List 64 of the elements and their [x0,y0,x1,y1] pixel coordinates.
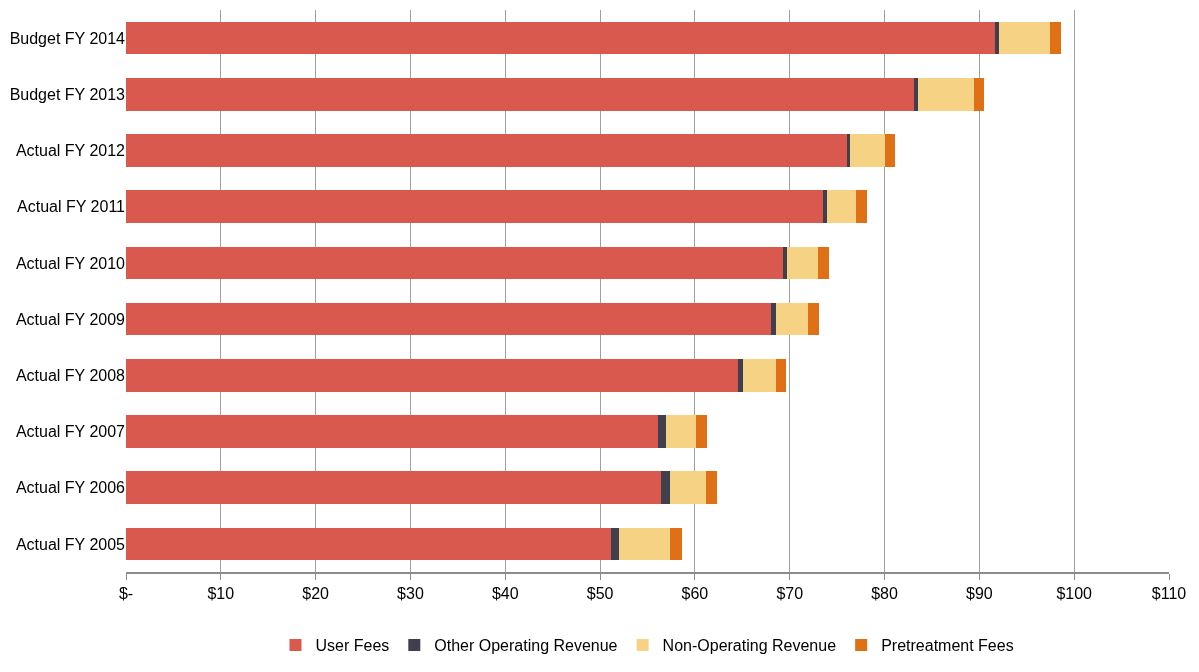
bar [775,302,808,336]
bar [917,78,974,111]
legend-label: User Fees [315,637,390,655]
bar [850,134,885,167]
bar [611,527,620,561]
bar [126,302,771,336]
bar [786,246,819,280]
bar [856,190,867,223]
bar [126,471,661,504]
x-tick-label: $50 [586,585,614,603]
x-tick-label: $20 [302,585,330,603]
bar [807,302,820,336]
bar [665,415,696,448]
bar [822,190,827,223]
x-tick-label: $100 [1056,585,1093,603]
x-tick-label: $40 [491,585,519,603]
bar [126,190,823,223]
bar [126,527,612,561]
x-tick-label: $80 [871,585,898,603]
y-tick-label: Actual FY 2010 [15,254,126,272]
bar [126,359,738,392]
bar [126,78,914,111]
bar [995,21,1000,55]
legend-label: Pretreatment Fees [881,637,1014,655]
y-tick-label: Actual FY 2007 [15,423,126,441]
bar [657,415,666,448]
y-tick-label: Actual FY 2011 [17,198,126,216]
bar [619,527,671,561]
bar [126,134,847,167]
x-tick-label: $110 [1151,585,1187,603]
y-tick-label: Actual FY 2008 [15,366,126,384]
y-tick-label: Budget FY 2013 [9,85,126,103]
bar [660,471,671,504]
bar [670,527,682,561]
bar [706,471,717,504]
legend-label: Non-Operating Revenue [662,637,837,655]
x-tick-label: $10 [207,585,235,603]
bar [126,246,784,280]
x-tick-label: $90 [966,585,993,603]
bar [826,190,857,223]
y-tick-label: Actual FY 2012 [15,142,126,160]
bar [818,246,829,280]
bar [743,359,776,392]
x-tick-label: $30 [397,585,424,603]
y-tick-label: Actual FY 2005 [15,535,126,553]
bar [999,21,1051,55]
bar [775,359,786,392]
bar [695,415,708,448]
bar [126,415,658,448]
bar [913,78,918,111]
x-tick-label: $70 [776,585,804,603]
bar [783,246,787,280]
legend-label: Other Operating Revenue [434,637,618,655]
y-tick-label: Actual FY 2009 [15,310,126,328]
bar [126,21,996,55]
bar [973,78,985,111]
bar [884,134,895,167]
bar [770,302,776,336]
bar [670,471,707,504]
x-tick-label: $- [118,585,134,603]
x-tick-label: $60 [681,585,709,603]
bar [1050,21,1061,55]
y-tick-label: Budget FY 2014 [9,29,126,47]
y-tick-label: Actual FY 2006 [15,479,126,497]
